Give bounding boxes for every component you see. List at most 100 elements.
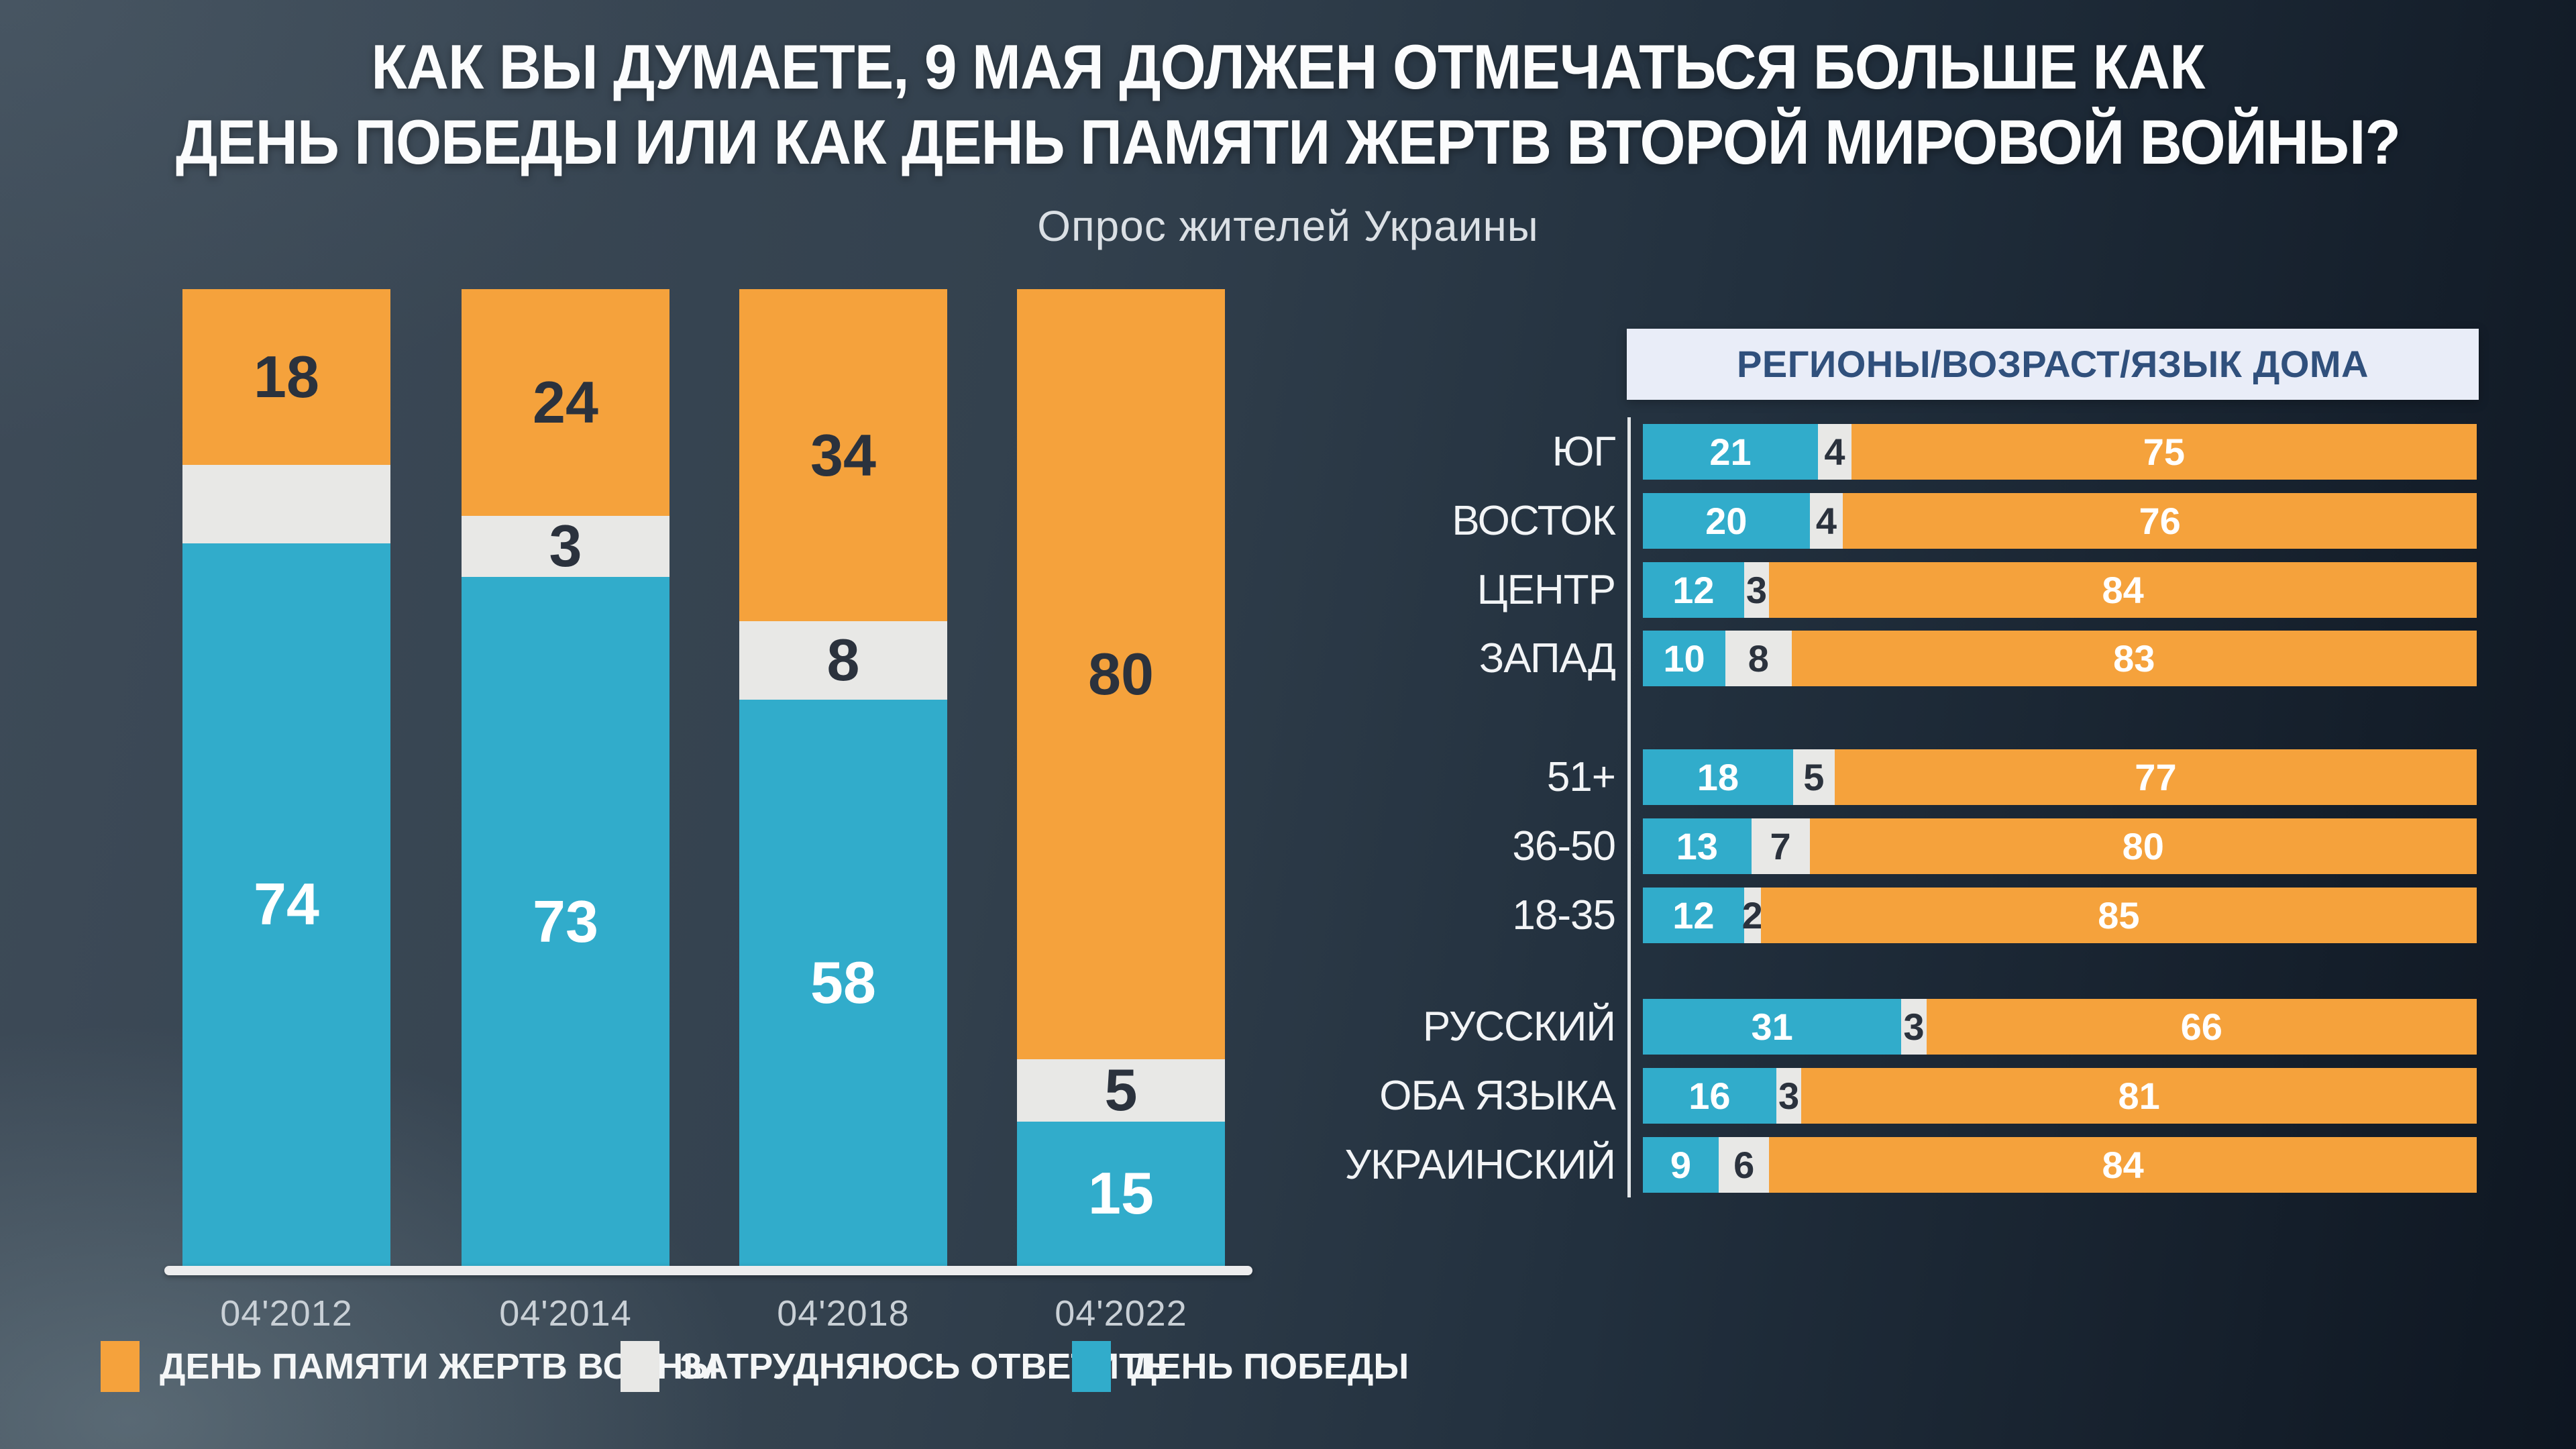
breakdown-row-bar: 20 4 76 xyxy=(1643,493,2477,549)
segment-value-label: 24 xyxy=(533,368,598,435)
breakdown-row-bar: 18 5 77 xyxy=(1643,749,2477,805)
x-axis-line xyxy=(164,1266,1252,1275)
row-label: ЦЕНТР xyxy=(1477,567,1616,613)
row-label: 18-35 xyxy=(1512,892,1616,938)
segment-value-label: 76 xyxy=(2139,499,2181,542)
segment-undecided: 3 xyxy=(1776,1068,1802,1124)
segment-memorial: 77 xyxy=(1834,749,2477,805)
segment-victory: 18 xyxy=(1643,749,1793,805)
segment-victory: 20 xyxy=(1643,493,1810,549)
column-042018: 34 8 58 xyxy=(739,289,947,1266)
segment-value-label: 66 xyxy=(2180,1005,2222,1048)
breakdown-row-bar: 12 3 84 xyxy=(1643,562,2477,618)
segment-memorial: 84 xyxy=(1769,1137,2477,1193)
segment-victory: 21 xyxy=(1643,424,1819,480)
segment-value-label: 5 xyxy=(1803,755,1825,798)
segment-value-label: 77 xyxy=(2135,755,2177,798)
segment-victory: 73 xyxy=(462,577,669,1266)
segment-value-label: 8 xyxy=(1748,637,1769,680)
title-line-2: ДЕНЬ ПОБЕДЫ ИЛИ КАК ДЕНЬ ПАМЯТИ ЖЕРТВ ВТ… xyxy=(176,107,2401,177)
row-label: УКРАИНСКИЙ xyxy=(1344,1142,1616,1188)
segment-memorial: 24 xyxy=(462,289,669,516)
column-042012: 18 74 xyxy=(182,289,390,1266)
breakdown-row-bar: 16 3 81 xyxy=(1643,1068,2477,1124)
segment-value-label: 12 xyxy=(1672,568,1715,611)
legend-swatch-victory xyxy=(1072,1341,1111,1392)
segment-value-label: 3 xyxy=(1778,1074,1800,1117)
segment-undecided: 4 xyxy=(1809,493,1843,549)
breakdown-row-bar: 10 8 83 xyxy=(1643,631,2477,686)
segment-victory: 13 xyxy=(1643,818,1752,874)
legend-swatch-memorial xyxy=(101,1341,140,1392)
segment-value-label: 84 xyxy=(2102,1143,2144,1186)
row-label: ЗАПАД xyxy=(1479,635,1616,682)
segment-value-label: 58 xyxy=(810,949,876,1016)
segment-undecided: 3 xyxy=(462,513,669,580)
segment-value-label: 80 xyxy=(1088,640,1154,707)
segment-undecided: 7 xyxy=(1751,818,1810,874)
segment-undecided: 2 xyxy=(1742,888,1763,943)
segment-value-label: 3 xyxy=(1746,568,1768,611)
segment-undecided: 6 xyxy=(1719,1137,1770,1193)
segment-victory: 74 xyxy=(182,543,390,1266)
segment-value-label: 85 xyxy=(2098,894,2140,936)
segment-victory: 10 xyxy=(1643,631,1726,686)
segment-undecided: 3 xyxy=(1743,562,1770,618)
segment-value-label: 4 xyxy=(1824,430,1845,473)
segment-value-label: 5 xyxy=(1104,1057,1138,1124)
breakdown-row-bar: 13 7 80 xyxy=(1643,818,2477,874)
segment-value-label: 31 xyxy=(1751,1005,1793,1048)
x-axis-label: 04'2012 xyxy=(220,1293,353,1334)
breakdown-row-bar: 12 2 85 xyxy=(1643,888,2477,943)
x-axis-label: 04'2018 xyxy=(777,1293,910,1334)
segment-memorial: 81 xyxy=(1801,1068,2477,1124)
breakdown-row-bar: 9 6 84 xyxy=(1643,1137,2477,1193)
legend-swatch-undecided xyxy=(621,1341,659,1392)
segment-value-label: 74 xyxy=(254,871,319,938)
column-042022: 80 5 15 xyxy=(1017,289,1225,1266)
segment-value-label: 3 xyxy=(549,513,582,580)
segment-undecided: 5 xyxy=(1017,1059,1225,1122)
column-042014: 24 3 73 xyxy=(462,289,669,1266)
segment-memorial: 83 xyxy=(1791,631,2477,686)
breakdown-panel: РЕГИОНЫ/ВОЗРАСТ/ЯЗЫК ДОМА ЮГ 21 4 75 ВОСТОК 2… xyxy=(1248,329,2485,1221)
segment-victory: 58 xyxy=(739,699,947,1266)
segment-value-label: 75 xyxy=(2143,430,2186,473)
segment-value-label: 20 xyxy=(1705,499,1748,542)
segment-value-label: 3 xyxy=(1903,1005,1925,1048)
segment-victory: 12 xyxy=(1643,888,1744,943)
segment-victory: 12 xyxy=(1643,562,1744,618)
segment-victory: 31 xyxy=(1643,999,1902,1055)
segment-memorial: 84 xyxy=(1769,562,2477,618)
segment-undecided: 8 xyxy=(1725,631,1792,686)
row-label: ВОСТОК xyxy=(1452,498,1616,544)
row-label: ОБА ЯЗЫКА xyxy=(1379,1073,1616,1119)
legend-label: ДЕНЬ ПОБЕДЫ xyxy=(1131,1346,1409,1387)
segment-undecided: 3 xyxy=(1901,999,1927,1055)
segment-undecided xyxy=(182,465,390,543)
label-separator-line xyxy=(1627,417,1631,1197)
segment-memorial: 85 xyxy=(1760,888,2477,943)
row-label: 36-50 xyxy=(1512,823,1616,869)
breakdown-row-bar: 21 4 75 xyxy=(1643,424,2477,480)
row-label: РУССКИЙ xyxy=(1422,1004,1616,1050)
breakdown-panel-title: РЕГИОНЫ/ВОЗРАСТ/ЯЗЫК ДОМА xyxy=(1627,329,2479,400)
page-title: КАК ВЫ ДУМАЕТЕ, 9 МАЯ ДОЛЖЕН ОТМЕЧАТЬСЯ … xyxy=(90,30,2485,180)
segment-undecided: 5 xyxy=(1792,749,1835,805)
segment-value-label: 73 xyxy=(533,888,598,955)
segment-memorial: 34 xyxy=(739,289,947,622)
segment-undecided: 4 xyxy=(1818,424,1851,480)
segment-value-label: 84 xyxy=(2102,568,2144,611)
segment-value-label: 80 xyxy=(2122,824,2164,867)
segment-value-label: 34 xyxy=(810,421,876,488)
segment-undecided: 8 xyxy=(739,621,947,700)
segment-value-label: 81 xyxy=(2118,1074,2160,1117)
x-axis-label: 04'2022 xyxy=(1055,1293,1187,1334)
legend-item-victory: ДЕНЬ ПОБЕДЫ xyxy=(1072,1340,1409,1393)
segment-memorial: 76 xyxy=(1843,493,2477,549)
segment-value-label: 6 xyxy=(1733,1143,1755,1186)
row-label: 51+ xyxy=(1546,754,1616,800)
segment-victory: 16 xyxy=(1643,1068,1776,1124)
segment-value-label: 8 xyxy=(826,627,860,694)
segment-value-label: 18 xyxy=(254,343,319,411)
